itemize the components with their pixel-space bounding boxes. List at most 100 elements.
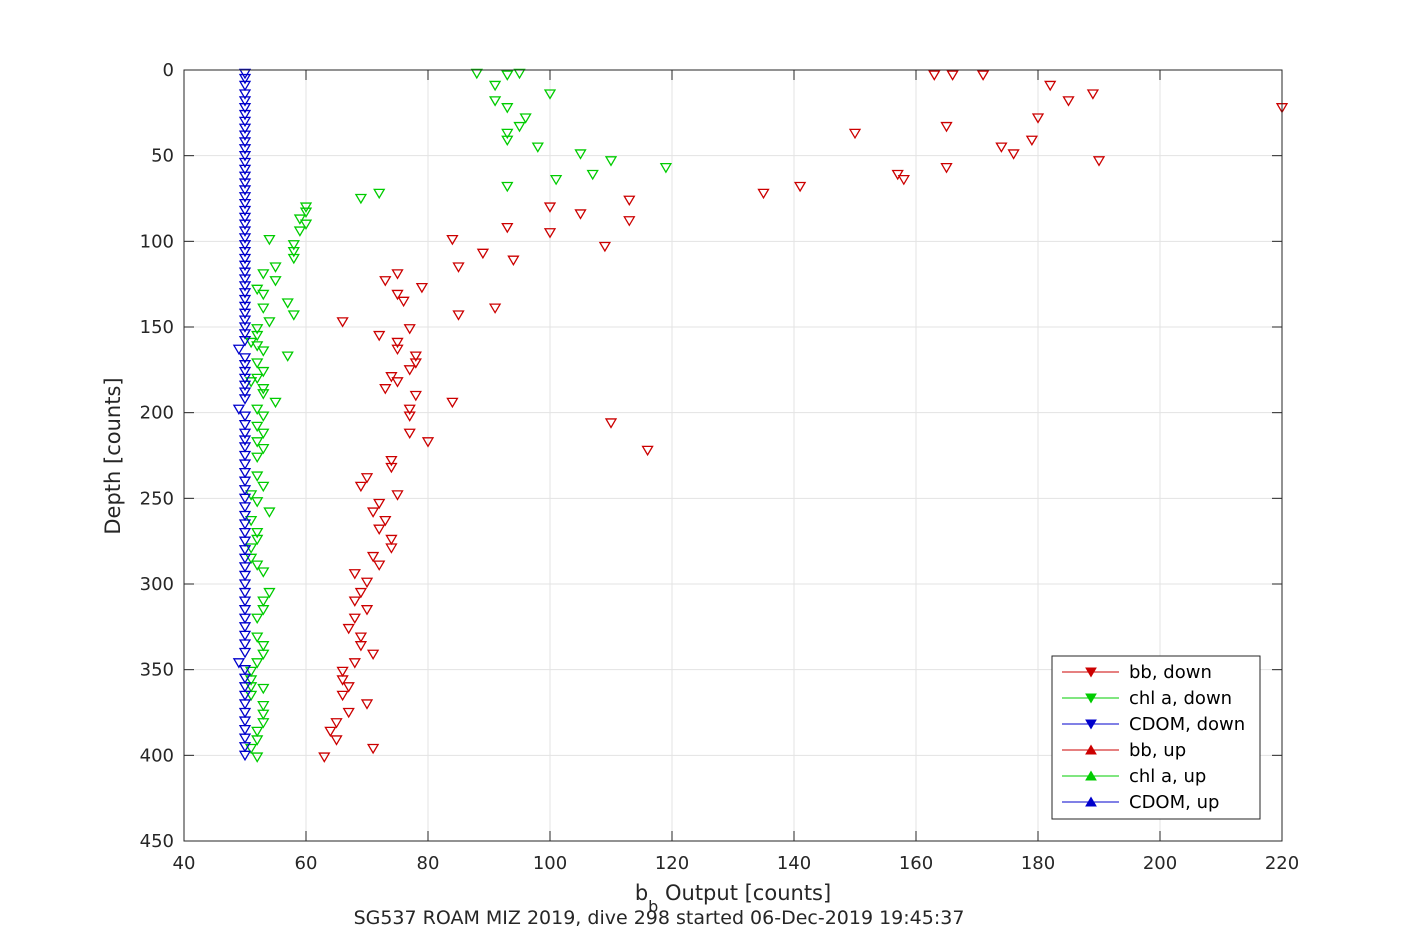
- data-point: [238, 157, 252, 169]
- y-tick-label: 250: [140, 488, 174, 509]
- data-point: [330, 735, 343, 746]
- data-point: [257, 718, 270, 729]
- data-point: [354, 632, 368, 643]
- y-tick-label: 400: [140, 745, 174, 766]
- data-point: [257, 269, 270, 280]
- data-point: [238, 435, 252, 446]
- data-point: [403, 411, 416, 422]
- data-point: [257, 700, 270, 712]
- data-point: [586, 169, 599, 181]
- legend-entry-label: CDOM, down: [1129, 714, 1245, 735]
- data-point: [604, 418, 618, 429]
- data-point: [336, 666, 349, 678]
- data-point: [1031, 113, 1045, 124]
- data-point: [238, 130, 252, 141]
- data-point: [238, 198, 252, 210]
- data-point: [238, 387, 252, 398]
- data-point: [348, 569, 361, 580]
- series-bb-down: [318, 70, 1289, 763]
- data-point: [488, 80, 502, 92]
- data-point: [360, 473, 374, 484]
- data-point: [238, 137, 252, 148]
- data-point: [379, 276, 392, 287]
- data-point: [251, 284, 264, 296]
- data-point: [641, 445, 654, 457]
- data-point: [238, 366, 252, 378]
- data-point: [251, 471, 264, 482]
- data-point: [391, 269, 404, 280]
- x-tick-label: 80: [417, 853, 440, 874]
- data-point: [238, 246, 252, 258]
- data-point: [488, 303, 502, 314]
- data-point: [251, 421, 264, 433]
- y-tick-label: 450: [140, 831, 174, 852]
- data-point: [257, 428, 270, 440]
- data-point: [299, 207, 313, 218]
- data-point: [269, 262, 282, 273]
- data-point: [501, 181, 514, 193]
- data-point: [238, 373, 252, 385]
- data-point: [373, 330, 386, 342]
- data-point: [244, 682, 258, 693]
- data-point: [659, 163, 673, 174]
- data-point: [287, 240, 300, 251]
- data-point: [238, 485, 252, 496]
- data-point: [366, 743, 380, 755]
- data-point: [251, 726, 264, 738]
- data-point: [244, 515, 258, 527]
- data-point: [244, 490, 258, 501]
- data-point: [238, 164, 252, 176]
- y-tick-label: 0: [163, 60, 174, 81]
- data-point: [543, 89, 557, 100]
- data-point: [1086, 89, 1100, 100]
- data-point: [574, 149, 587, 160]
- data-point: [238, 394, 252, 405]
- data-point: [342, 682, 355, 693]
- legend-marker: [1085, 719, 1097, 730]
- data-point: [421, 437, 435, 448]
- data-point: [238, 733, 252, 744]
- data-point: [251, 437, 264, 448]
- x-tick-label: 180: [1021, 853, 1055, 874]
- data-point: [238, 353, 252, 364]
- data-point: [793, 181, 807, 193]
- data-point: [238, 315, 252, 326]
- data-point: [501, 70, 514, 81]
- data-point: [251, 358, 264, 369]
- data-point: [348, 658, 361, 669]
- data-point: [623, 216, 636, 227]
- x-tick-label: 220: [1265, 853, 1299, 874]
- data-point: [238, 288, 252, 299]
- data-point: [232, 344, 246, 356]
- legend-marker: [1085, 796, 1097, 807]
- data-point: [287, 310, 300, 321]
- data-point: [238, 665, 252, 676]
- data-point: [238, 587, 252, 599]
- plot-frame: [183, 69, 1283, 842]
- data-point: [281, 298, 294, 309]
- legend-entry-label: CDOM, up: [1129, 792, 1219, 813]
- x-tick-label: 40: [173, 853, 196, 874]
- data-point: [269, 276, 282, 287]
- data-point: [263, 234, 276, 246]
- data-point: [244, 337, 258, 349]
- data-point: [397, 296, 410, 308]
- data-point: [391, 344, 404, 356]
- data-point: [238, 240, 252, 251]
- data-point: [354, 587, 368, 599]
- legend-entry-label: chl a, up: [1129, 766, 1206, 787]
- x-axis-label-main: b: [635, 881, 648, 905]
- data-point: [238, 151, 252, 162]
- data-point: [415, 282, 429, 294]
- data-point: [257, 649, 270, 661]
- data-point: [470, 68, 483, 80]
- data-point: [604, 156, 618, 167]
- data-point: [238, 493, 252, 505]
- data-point: [348, 596, 361, 607]
- data-point: [238, 442, 252, 453]
- data-point: [391, 289, 404, 301]
- data-point: [238, 212, 252, 224]
- data-point: [513, 121, 526, 133]
- data-point: [366, 507, 380, 518]
